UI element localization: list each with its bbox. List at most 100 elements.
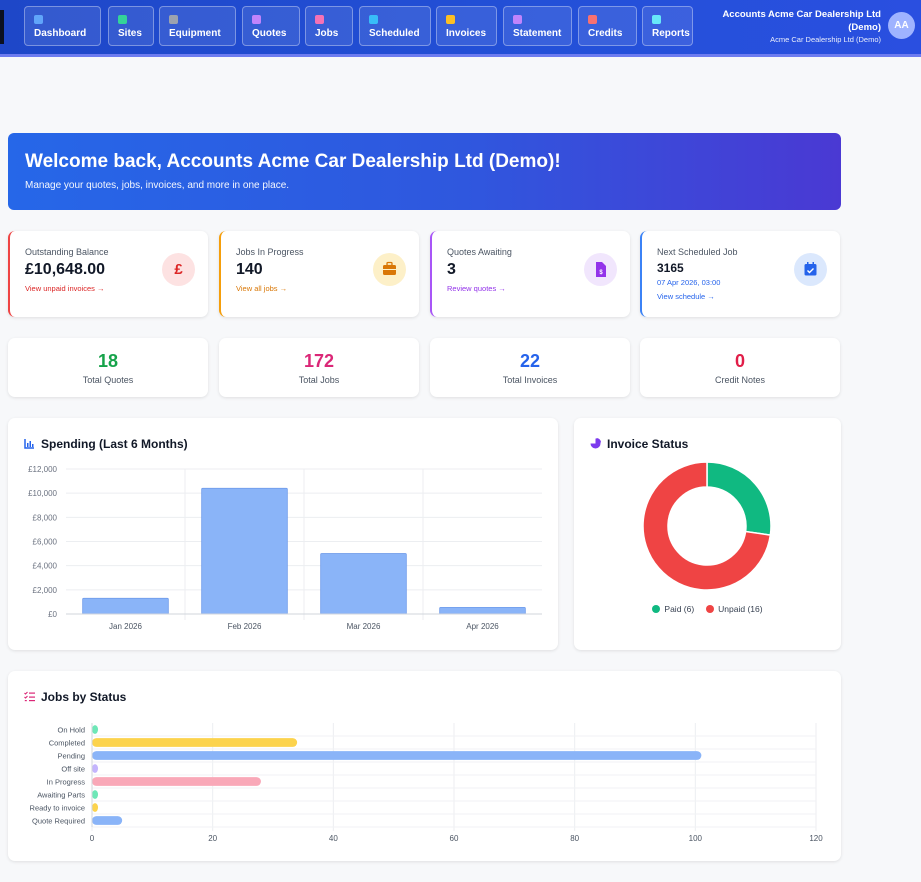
pound-icon: £ [162,253,195,286]
x-tick-label: Jan 2026 [109,622,142,631]
briefcase-icon [315,15,324,24]
avatar[interactable]: AA [888,12,915,39]
nav-sites-label: Sites [118,28,142,39]
nav-scheduled-label: Scheduled [369,28,420,39]
svg-text:$: $ [599,270,603,276]
nav-sites-button[interactable]: Sites [108,6,154,46]
jobs-in-progress-value: 140 [236,261,263,278]
nav-equipment-label: Equipment [169,28,221,39]
nav-reports-button[interactable]: Reports [642,6,693,46]
quotes-awaiting-card: Quotes Awaiting 3 Review quotes → $ [430,231,630,317]
nav-credits-button[interactable]: Credits [578,6,637,46]
donut-slice[interactable] [642,461,772,591]
credit-notes-value: 0 [734,351,745,371]
status-bar[interactable] [92,777,261,786]
status-bar[interactable] [92,803,99,812]
total-invoices-label: Total Invoices [502,375,558,385]
view-schedule-link[interactable]: View schedule → [657,292,715,301]
nav-dashboard-button[interactable]: Dashboard [24,6,101,46]
window-edge [0,10,4,44]
spending-bar[interactable] [201,487,288,615]
chart-area-icon [24,439,34,449]
calendar-check-icon [794,253,827,286]
jobs-status-bar-chart: 0 20 40 60 80 100 120 On Hold Completed Pending Of… [30,723,823,843]
nav-invoices-button[interactable]: Invoices [436,6,497,46]
pie-chart-icon [590,438,601,449]
total-jobs-card: 172 Total Jobs [219,338,419,397]
invoice-donut-chart [642,461,772,591]
account-info[interactable]: Accounts Acme Car Dealership Ltd (Demo) … [722,8,881,46]
nav-credits-label: Credits [588,28,623,39]
account-name-suffix: (Demo) [848,22,881,33]
nav-quotes-label: Quotes [252,28,287,39]
total-quotes-card: 18 Total Quotes [8,338,208,397]
status-bar[interactable] [92,751,702,760]
y-tick-label: £4,000 [33,562,58,571]
nav-scheduled-button[interactable]: Scheduled [359,6,431,46]
category-label: In Progress [47,778,86,787]
legend-item[interactable]: Unpaid (16) [706,604,763,614]
category-label: On Hold [57,726,85,735]
credit-notes-card: 0 Credit Notes [640,338,840,397]
nav-equipment-button[interactable]: Equipment [159,6,236,46]
legend-label: Unpaid (16) [718,604,763,614]
donut-slice[interactable] [706,461,772,536]
nav-jobs-button[interactable]: Jobs [305,6,353,46]
legend-dot-icon [652,605,661,613]
jobs-by-status-panel: Jobs by Status 0 20 40 60 80 100 120 On Hold Com… [8,671,841,861]
spending-bar[interactable] [320,553,407,615]
x-tick-label: Apr 2026 [466,622,499,631]
total-jobs-value: 172 [303,351,335,371]
welcome-subtitle: Manage your quotes, jobs, invoices, and … [25,180,290,191]
next-scheduled-job-card: Next Scheduled Job 3165 07 Apr 2026, 03:… [640,231,840,317]
account-company: Acme Car Dealership Ltd (Demo) [770,35,881,44]
file-icon [252,15,261,24]
status-bar[interactable] [92,790,99,799]
nav-reports-label: Reports [652,28,690,39]
status-bar[interactable] [92,764,99,773]
total-quotes-label: Total Quotes [82,375,134,385]
x-tick-label: Mar 2026 [347,622,381,631]
x-tick-label: 40 [329,834,338,843]
x-tick-label: 0 [90,834,95,843]
next-scheduled-job-label: Next Scheduled Job [657,247,738,257]
account-name: Accounts Acme Car Dealership Ltd [722,9,881,20]
nav-jobs-label: Jobs [315,28,339,39]
y-tick-label: £8,000 [33,513,58,522]
invoice-status-title: Invoice Status [590,437,688,451]
chart-icon [652,15,661,24]
y-tick-label: £12,000 [28,465,57,474]
status-bar[interactable] [92,725,99,734]
spending-bar-chart: £0 £2,000 £4,000 £6,000 £8,000 £10,000 £12,000… [28,465,542,631]
view-unpaid-invoices-link[interactable]: View unpaid invoices → [25,284,105,293]
x-tick-label: 60 [450,834,459,843]
welcome-banner: Welcome back, Accounts Acme Car Dealersh… [8,133,841,210]
credit-notes-label: Credit Notes [714,375,766,385]
nav-quotes-button[interactable]: Quotes [242,6,300,46]
spending-title: Spending (Last 6 Months) [24,437,188,451]
total-jobs-label: Total Jobs [298,375,340,385]
nav-invoices-label: Invoices [446,28,487,39]
spending-title-text: Spending (Last 6 Months) [41,437,188,451]
legend-item[interactable]: Paid (6) [652,604,694,614]
legend-label: Paid (6) [664,604,695,614]
quotes-awaiting-label: Quotes Awaiting [447,247,512,257]
spending-bar[interactable] [439,606,526,615]
cogs-icon [169,15,178,24]
spending-bar[interactable] [82,597,169,615]
outstanding-balance-card: Outstanding Balance £10,648.00 View unpa… [8,231,208,317]
x-tick-label: 100 [689,834,703,843]
status-bar[interactable] [92,738,298,747]
calendar-icon [369,15,378,24]
category-label: Completed [49,739,85,748]
legend-dot-icon [706,605,715,613]
y-tick-label: £10,000 [28,489,57,498]
view-all-jobs-link[interactable]: View all jobs → [236,284,288,293]
nav-statement-label: Statement [513,28,562,39]
total-invoices-card: 22 Total Invoices [430,338,630,397]
status-bar[interactable] [92,816,123,825]
review-quotes-link[interactable]: Review quotes → [447,284,506,293]
y-tick-label: £6,000 [33,538,58,547]
outstanding-balance-value: £10,648.00 [25,261,106,278]
nav-statement-button[interactable]: Statement [503,6,572,46]
